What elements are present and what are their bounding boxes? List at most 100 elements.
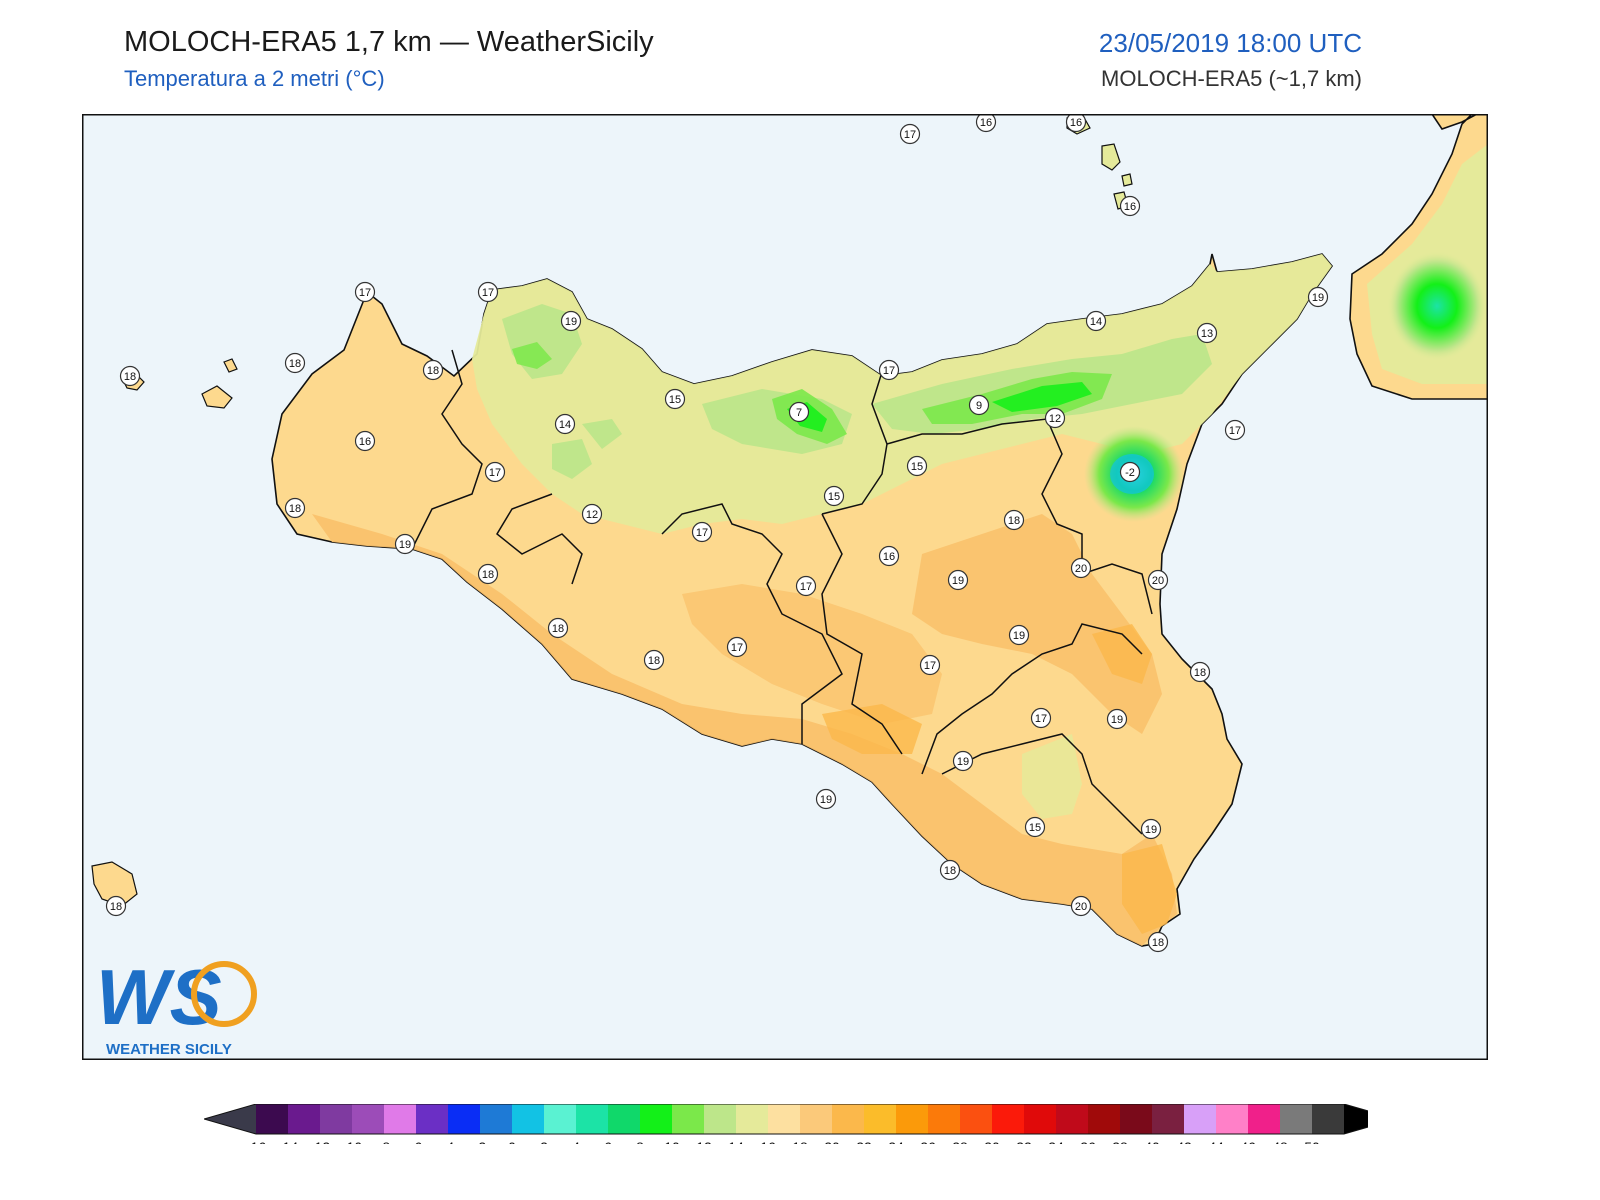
station-marker[interactable]: 18 bbox=[1003, 509, 1025, 531]
station-marker[interactable]: 17 bbox=[477, 281, 499, 303]
station-marker[interactable]: 19 bbox=[947, 569, 969, 591]
station-marker[interactable]: 16 bbox=[1119, 195, 1141, 217]
station-marker[interactable]: 19 bbox=[394, 533, 416, 555]
station-circle bbox=[1189, 661, 1211, 683]
station-circle bbox=[484, 461, 506, 483]
station-marker[interactable]: 18 bbox=[284, 352, 306, 374]
station-marker[interactable]: 17 bbox=[691, 521, 713, 543]
colorbar-bin bbox=[672, 1104, 704, 1134]
warm-zone-central bbox=[682, 584, 942, 724]
station-marker[interactable]: 16 bbox=[975, 114, 997, 133]
station-marker[interactable]: 19 bbox=[560, 310, 582, 332]
station-value: 7 bbox=[796, 407, 802, 419]
station-value: 19 bbox=[820, 794, 832, 806]
station-marker[interactable]: 18 bbox=[939, 859, 961, 881]
station-marker[interactable]: 19 bbox=[1008, 624, 1030, 646]
station-marker[interactable]: 18 bbox=[284, 497, 306, 519]
station-marker[interactable]: 17 bbox=[1224, 419, 1246, 441]
station-marker[interactable]: 14 bbox=[1085, 310, 1107, 332]
station-marker[interactable]: 16 bbox=[354, 430, 376, 452]
colorbar-bin bbox=[288, 1104, 320, 1134]
station-marker[interactable]: 18 bbox=[547, 617, 569, 639]
station-marker[interactable]: 19 bbox=[815, 788, 837, 810]
colorbar-tick-label: 46 bbox=[1240, 1139, 1256, 1144]
station-circle bbox=[581, 503, 603, 525]
station-marker[interactable]: 15 bbox=[1024, 816, 1046, 838]
colorbar-bin bbox=[928, 1104, 960, 1134]
station-circle bbox=[354, 430, 376, 452]
station-value: 18 bbox=[1008, 515, 1020, 527]
station-marker[interactable]: 12 bbox=[1044, 407, 1066, 429]
hot-zone-south bbox=[822, 704, 922, 754]
station-value: 19 bbox=[1013, 630, 1025, 642]
station-marker[interactable]: 17 bbox=[1030, 707, 1052, 729]
station-value: 18 bbox=[482, 569, 494, 581]
station-circle bbox=[422, 359, 444, 381]
egadi-islands bbox=[201, 358, 238, 409]
station-marker[interactable]: 17 bbox=[726, 636, 748, 658]
station-marker[interactable]: 16 bbox=[878, 545, 900, 567]
station-marker[interactable]: 9 bbox=[968, 394, 990, 416]
colorbar-bin bbox=[1216, 1104, 1248, 1134]
station-marker[interactable]: 20 bbox=[1070, 557, 1092, 579]
colorbar-bin bbox=[352, 1104, 384, 1134]
station-marker[interactable]: 18 bbox=[1189, 661, 1211, 683]
colorbar-tick-label: 28 bbox=[952, 1139, 968, 1144]
colorbar-tick-label: 8 bbox=[636, 1139, 644, 1144]
station-marker[interactable]: 16 bbox=[1065, 114, 1087, 133]
station-value: 17 bbox=[359, 287, 371, 299]
station-marker[interactable]: 19 bbox=[1140, 818, 1162, 840]
station-marker[interactable]: 19 bbox=[952, 750, 974, 772]
station-value: 17 bbox=[800, 581, 812, 593]
station-circle bbox=[939, 859, 961, 881]
station-circle bbox=[952, 750, 974, 772]
station-marker[interactable]: -2 bbox=[1119, 461, 1141, 483]
hot-zone-southeast bbox=[1092, 624, 1177, 934]
temperature-map[interactable]: 17 16 16 16 17 17 19 19 14 13 17 18 18 18 15 7 9 12 14 16 17… bbox=[82, 114, 1488, 1060]
station-marker[interactable]: 18 bbox=[119, 365, 141, 387]
colorbar-bin bbox=[1184, 1104, 1216, 1134]
station-marker[interactable]: 17 bbox=[484, 461, 506, 483]
colorbar-tick-label: 12 bbox=[696, 1139, 712, 1144]
colorbar-bin bbox=[704, 1104, 736, 1134]
station-marker[interactable]: 18 bbox=[643, 649, 665, 671]
station-circle bbox=[823, 485, 845, 507]
station-marker[interactable]: 17 bbox=[899, 123, 921, 145]
station-marker[interactable]: 18 bbox=[422, 359, 444, 381]
station-marker[interactable]: 20 bbox=[1147, 569, 1169, 591]
station-marker[interactable]: 15 bbox=[906, 455, 928, 477]
station-circle bbox=[354, 281, 376, 303]
station-value: 19 bbox=[957, 756, 969, 768]
colorbar-tick-label: 32 bbox=[1016, 1139, 1032, 1144]
station-marker[interactable]: 17 bbox=[919, 654, 941, 676]
colorbar-bin bbox=[992, 1104, 1024, 1134]
station-marker[interactable]: 15 bbox=[664, 388, 686, 410]
colorbar-tick-label: 36 bbox=[1080, 1139, 1096, 1144]
station-marker[interactable]: 17 bbox=[795, 575, 817, 597]
station-circle bbox=[975, 114, 997, 133]
station-circle bbox=[547, 617, 569, 639]
station-circle bbox=[906, 455, 928, 477]
station-circle bbox=[1119, 195, 1141, 217]
station-marker[interactable]: 13 bbox=[1196, 322, 1218, 344]
colorbar-bin bbox=[576, 1104, 608, 1134]
colorbar-tick-label: 30 bbox=[984, 1139, 1000, 1144]
station-marker[interactable]: 7 bbox=[788, 401, 810, 423]
map-frame bbox=[82, 114, 1488, 1060]
station-value: 19 bbox=[565, 316, 577, 328]
station-marker[interactable]: 17 bbox=[878, 359, 900, 381]
colorbar-bin bbox=[800, 1104, 832, 1134]
station-marker[interactable]: 17 bbox=[354, 281, 376, 303]
station-marker[interactable]: 14 bbox=[554, 413, 576, 435]
station-marker[interactable]: 15 bbox=[823, 485, 845, 507]
station-marker[interactable]: 12 bbox=[581, 503, 603, 525]
station-marker[interactable]: 19 bbox=[1307, 286, 1329, 308]
station-marker[interactable]: 18 bbox=[477, 563, 499, 585]
station-marker[interactable]: 20 bbox=[1070, 895, 1092, 917]
station-circle bbox=[1008, 624, 1030, 646]
station-circle bbox=[477, 563, 499, 585]
station-marker[interactable]: 19 bbox=[1106, 708, 1128, 730]
station-marker[interactable]: 18 bbox=[1147, 931, 1169, 953]
station-value: 19 bbox=[1312, 292, 1324, 304]
station-marker[interactable]: 18 bbox=[105, 895, 127, 917]
